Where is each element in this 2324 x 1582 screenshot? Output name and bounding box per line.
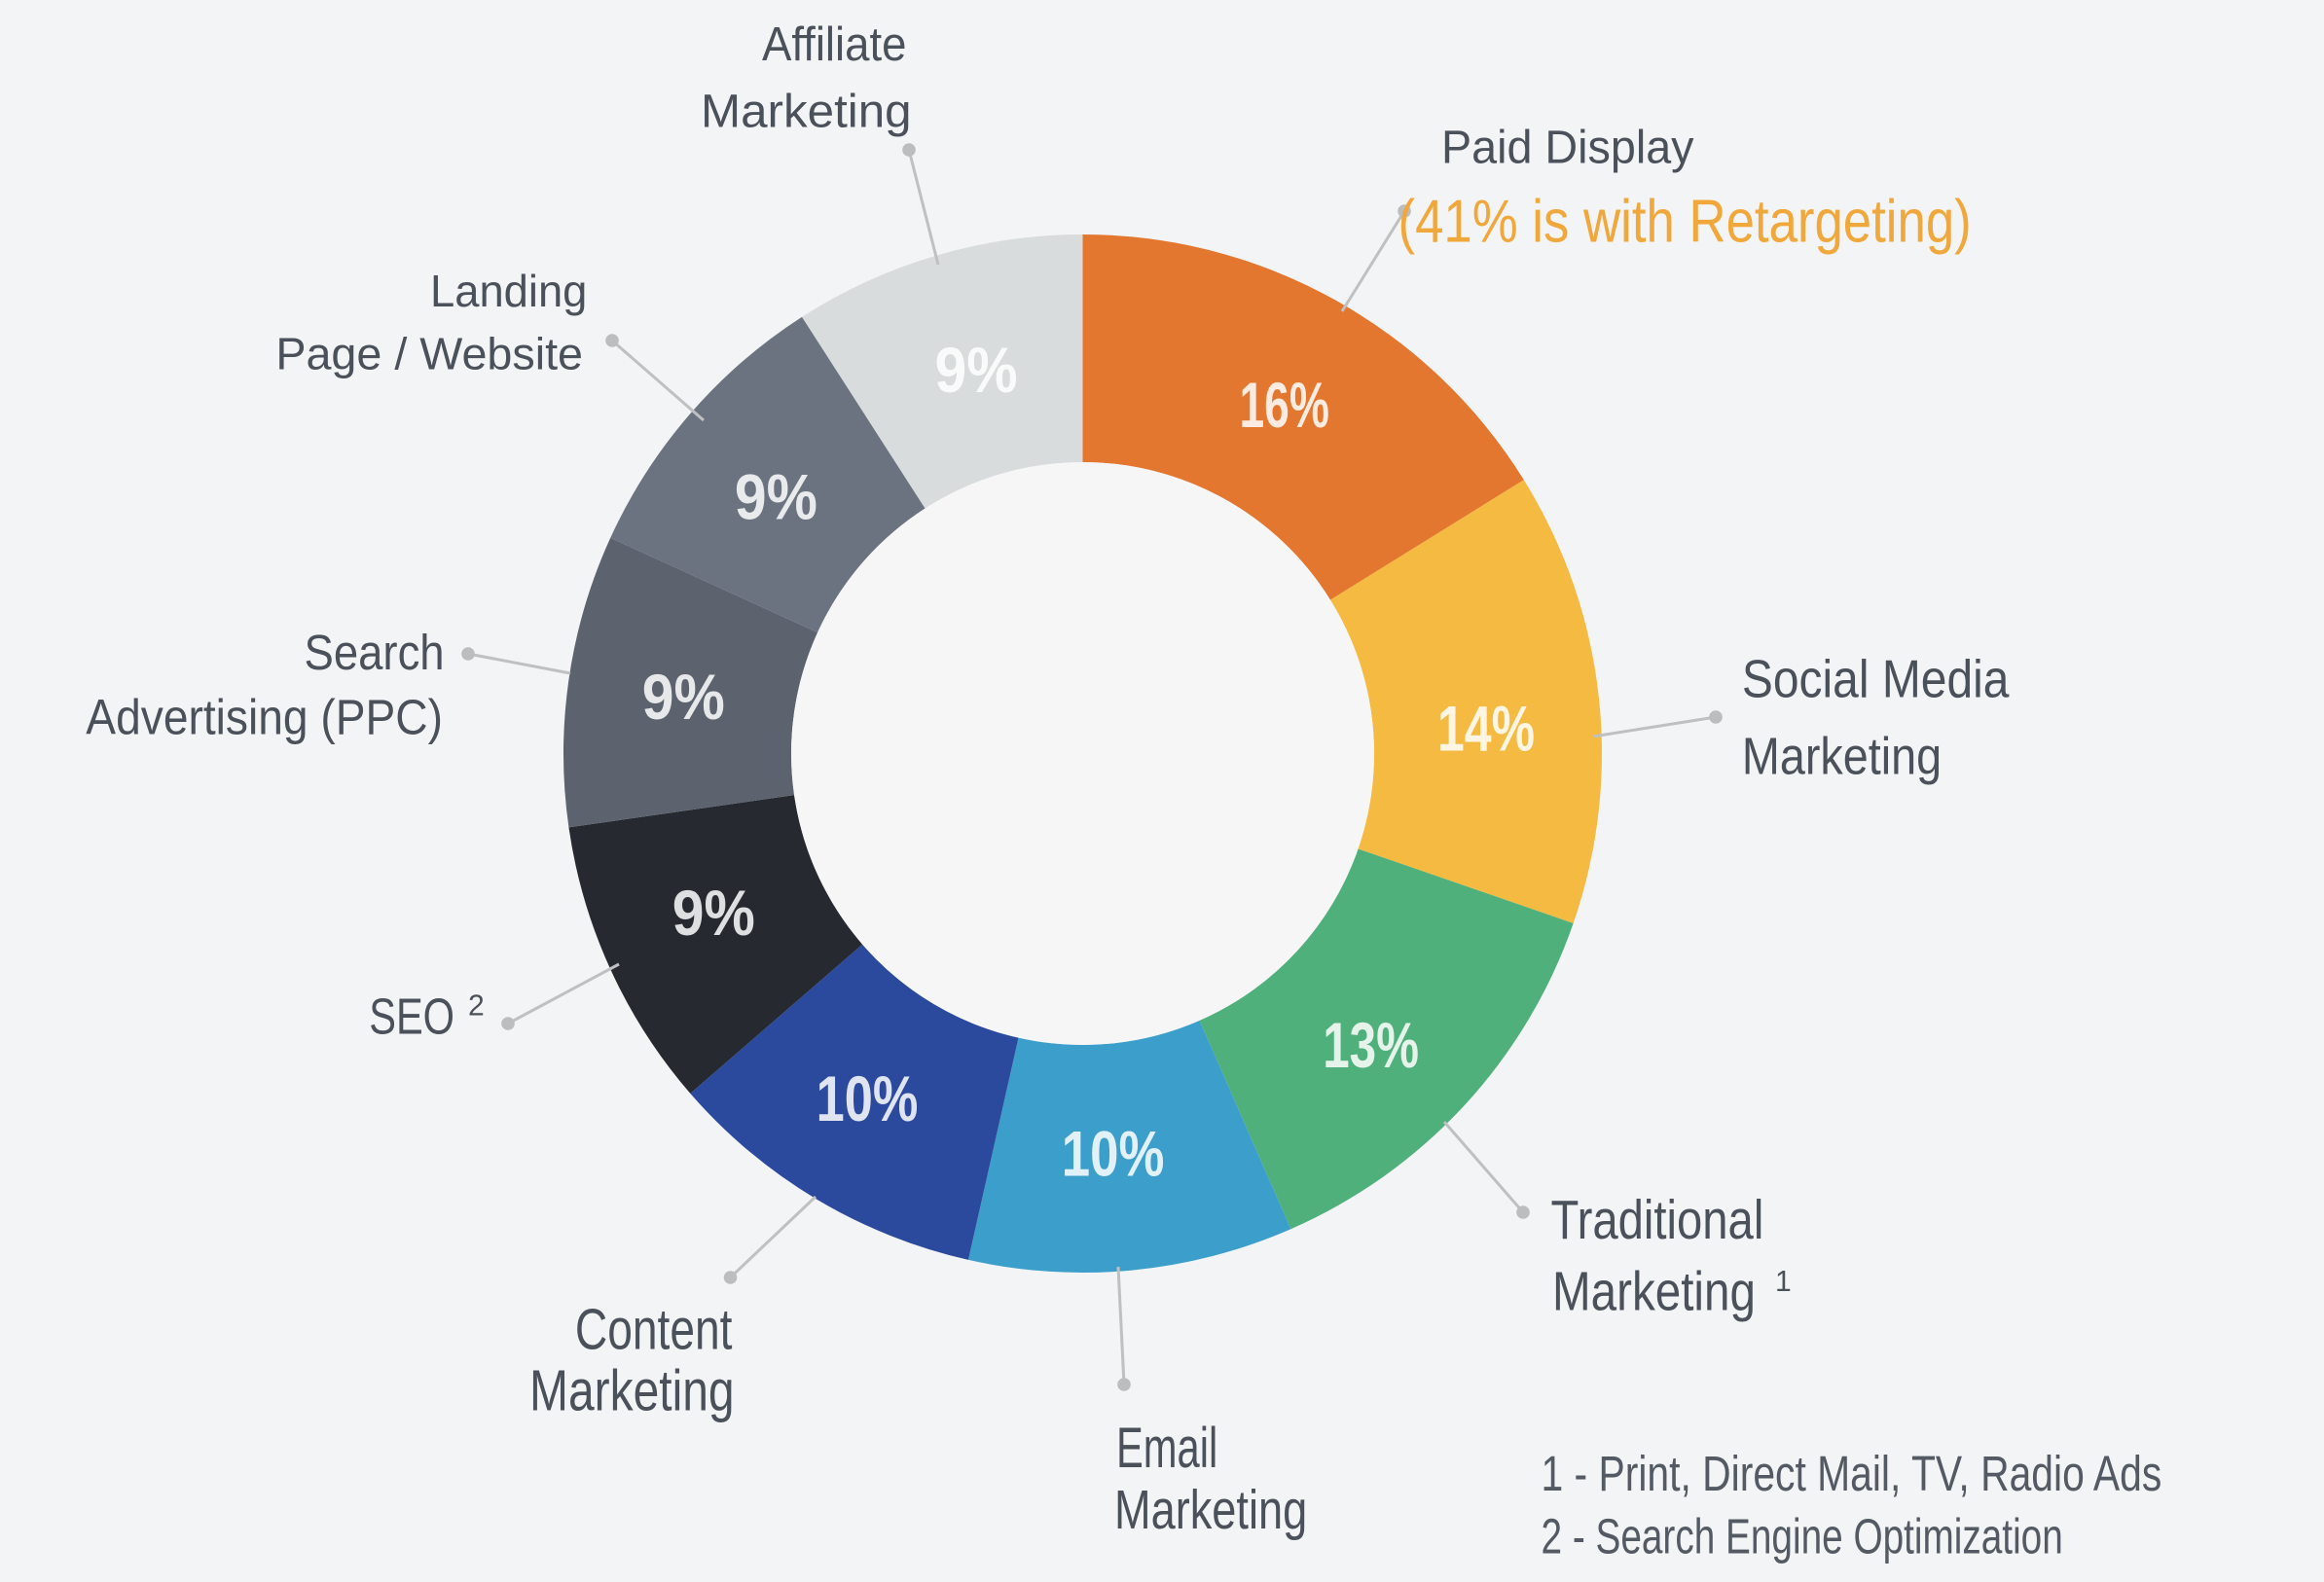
svg-text:9%: 9%	[642, 662, 725, 734]
svg-text:14%: 14%	[1437, 694, 1535, 765]
svg-text:(41% is with Retargeting): (41% is with Retargeting)	[1398, 189, 1972, 256]
svg-text:Content: Content	[575, 1298, 733, 1362]
svg-text:16%: 16%	[1239, 370, 1328, 442]
svg-text:Email: Email	[1116, 1416, 1217, 1479]
svg-text:Affiliate: Affiliate	[762, 18, 907, 72]
svg-text:Marketing: Marketing	[529, 1359, 735, 1423]
svg-text:9%: 9%	[735, 461, 817, 533]
svg-text:Paid Display: Paid Display	[1441, 122, 1694, 174]
svg-text:1: 1	[1775, 1265, 1792, 1299]
svg-text:Social Media: Social Media	[1742, 650, 2010, 709]
svg-text:Marketing: Marketing	[701, 86, 912, 137]
svg-text:9%: 9%	[672, 878, 755, 950]
svg-text:Advertising (PPC): Advertising (PPC)	[86, 691, 443, 746]
svg-text:Traditional: Traditional	[1551, 1190, 1764, 1251]
svg-text:9%: 9%	[935, 335, 1018, 407]
svg-text:Marketing: Marketing	[1552, 1260, 1756, 1322]
svg-text:Landing: Landing	[430, 267, 587, 316]
svg-text:1 - Print, Direct Mail, TV, Ra: 1 - Print, Direct Mail, TV, Radio Ads	[1542, 1445, 2162, 1500]
svg-text:Page / Website: Page / Website	[275, 329, 583, 379]
svg-text:2: 2	[468, 989, 485, 1023]
svg-text:Marketing: Marketing	[1114, 1478, 1307, 1540]
svg-text:SEO: SEO	[369, 988, 454, 1045]
svg-text:Marketing: Marketing	[1742, 727, 1942, 786]
svg-text:Search: Search	[304, 626, 444, 681]
svg-text:2 - Search Engine Optimization: 2 - Search Engine Optimization	[1542, 1508, 2063, 1564]
svg-text:13%: 13%	[1323, 1010, 1419, 1082]
svg-text:10%: 10%	[817, 1062, 919, 1134]
svg-text:10%: 10%	[1062, 1118, 1165, 1190]
